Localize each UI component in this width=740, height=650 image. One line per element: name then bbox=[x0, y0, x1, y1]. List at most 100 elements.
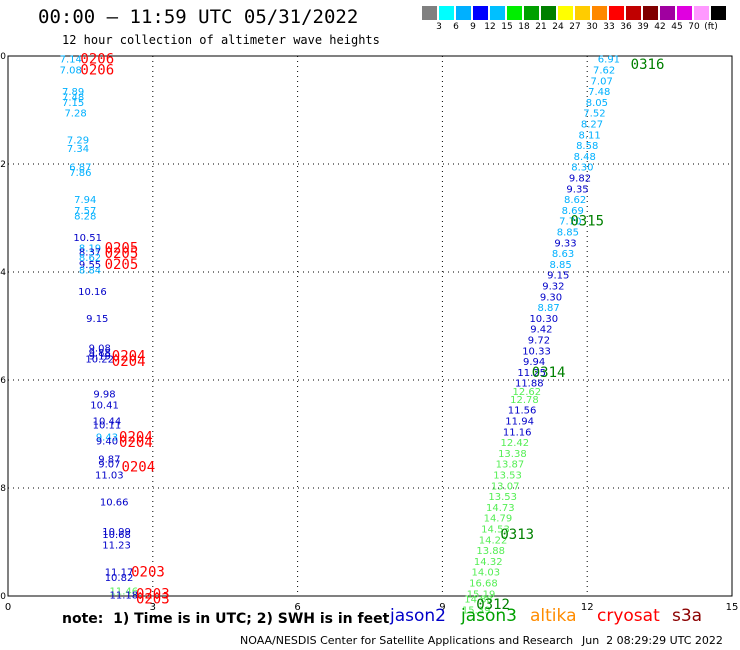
wave-height-label: 10.44 bbox=[93, 417, 122, 428]
wave-height-label: 9.40 bbox=[96, 436, 118, 447]
wave-height-label: 9.98 bbox=[93, 390, 115, 401]
color-swatch bbox=[660, 6, 675, 20]
wave-height-label: 14.79 bbox=[484, 514, 513, 525]
wave-height-label: 9.15 bbox=[86, 314, 108, 325]
wave-height-label: 8.05 bbox=[586, 98, 608, 109]
x-tick-label: 6 bbox=[294, 602, 300, 613]
color-swatch bbox=[490, 6, 505, 20]
y-tick-label: -40 bbox=[0, 592, 6, 602]
pass-time-label: 0314 bbox=[532, 365, 566, 381]
color-scale-label: (ft) bbox=[704, 22, 718, 32]
wave-height-label: 9.33 bbox=[554, 238, 576, 249]
wave-height-label: 7.15 bbox=[62, 98, 84, 109]
wave-height-label: 11.16 bbox=[503, 427, 532, 438]
pass-time-label: 0204 bbox=[119, 430, 153, 446]
pass-time-label: 0204 bbox=[112, 354, 146, 370]
wave-height-label: 9.07 bbox=[98, 460, 120, 471]
satellite-legend-item: cryosat bbox=[597, 606, 660, 626]
color-scale-label: 9 bbox=[470, 22, 476, 32]
wave-height-label: 12.62 bbox=[513, 387, 542, 398]
wave-height-label: 8.62 bbox=[564, 195, 586, 206]
color-swatch bbox=[643, 6, 658, 20]
x-tick-label: 0 bbox=[5, 602, 11, 613]
wave-height-label: 9.88 bbox=[89, 348, 111, 359]
wave-height-label: 8.37 bbox=[79, 247, 101, 258]
color-scale-label: 15 bbox=[501, 22, 513, 32]
wave-height-label: 11.17 bbox=[105, 568, 134, 579]
color-scale-label: 18 bbox=[518, 22, 530, 32]
color-swatch bbox=[677, 6, 692, 20]
pass-time-label: 0315 bbox=[570, 214, 604, 230]
color-scale-label: 21 bbox=[535, 22, 547, 32]
wave-height-label: 11.18 bbox=[110, 590, 139, 601]
wave-height-label: 7.28 bbox=[64, 109, 86, 120]
pass-time-label: 0203 bbox=[136, 592, 170, 608]
wave-height-label: 9.43 bbox=[96, 433, 118, 444]
wave-height-label: 8.85 bbox=[557, 228, 579, 239]
wave-height-label: 16.68 bbox=[469, 579, 498, 590]
wave-height-label: 14.03 bbox=[472, 568, 501, 579]
wave-height-label: 12.78 bbox=[510, 395, 539, 406]
color-swatch bbox=[592, 6, 607, 20]
wave-height-label: 10.68 bbox=[102, 530, 131, 541]
chart-subtitle: 12 hour collection of altimeter wave hei… bbox=[62, 33, 380, 47]
wave-height-label: 9.94 bbox=[523, 357, 545, 368]
wave-height-label: 7.29 bbox=[67, 136, 89, 147]
pass-time-label: 0203 bbox=[136, 586, 170, 602]
wave-height-label: 10.33 bbox=[522, 346, 551, 357]
wave-height-label: 9.82 bbox=[569, 174, 591, 185]
wave-height-label: 13.07 bbox=[491, 481, 520, 492]
wave-height-label: 9.72 bbox=[528, 336, 550, 347]
y-tick-label: -38 bbox=[0, 484, 6, 494]
wave-height-label: 10.99 bbox=[102, 527, 131, 538]
satellite-legend-item: jason2 bbox=[390, 606, 446, 626]
wave-height-label: 13.53 bbox=[488, 492, 517, 503]
wave-height-label: 7.70 bbox=[559, 217, 581, 228]
wave-height-label: 10.51 bbox=[73, 233, 102, 244]
wave-height-label: 14.53 bbox=[481, 525, 510, 536]
wave-height-label: 9.42 bbox=[530, 325, 552, 336]
wave-height-label: 8.84 bbox=[79, 265, 101, 276]
wave-height-label: 10.41 bbox=[90, 400, 119, 411]
x-tick-label: 12 bbox=[581, 602, 594, 613]
color-scale-label: 27 bbox=[569, 22, 581, 32]
wave-height-label: 15.39 bbox=[462, 606, 491, 617]
wave-height-label: 13.38 bbox=[498, 449, 527, 460]
wave-height-label: 13.53 bbox=[493, 471, 522, 482]
pass-time-label: 0313 bbox=[500, 527, 534, 543]
wave-height-label: 11.03 bbox=[95, 471, 124, 482]
wave-height-label: 9.08 bbox=[89, 344, 111, 355]
wave-height-label: 7.62 bbox=[593, 66, 615, 77]
wave-height-label: 11.94 bbox=[505, 417, 534, 428]
wave-height-label: 13.87 bbox=[496, 460, 525, 471]
wave-height-label: 9.30 bbox=[540, 292, 562, 303]
wave-height-label: 9.19 bbox=[89, 352, 111, 363]
color-scale-label: 45 bbox=[671, 22, 683, 32]
footer-timestamp: Jun 2 08:29:29 UTC 2022 bbox=[582, 634, 723, 647]
wave-height-label: 8.62 bbox=[79, 253, 101, 264]
color-swatch bbox=[558, 6, 573, 20]
y-tick-label: -34 bbox=[0, 268, 6, 278]
color-swatch bbox=[473, 6, 488, 20]
wave-height-label: 10.30 bbox=[529, 314, 558, 325]
satellite-legend-item: s3a bbox=[672, 606, 703, 626]
wave-height-label: 8.27 bbox=[581, 120, 603, 131]
pass-time-label: 0204 bbox=[121, 459, 155, 475]
color-scale-label: 39 bbox=[637, 22, 649, 32]
page-title: 00:00 – 11:59 UTC 05/31/2022 bbox=[38, 6, 359, 28]
wave-height-label: 14.73 bbox=[486, 503, 515, 514]
wave-height-label: 13.88 bbox=[476, 546, 505, 557]
y-tick-label: -32 bbox=[0, 160, 6, 170]
wave-height-label: 11.46 bbox=[110, 587, 139, 598]
y-tick-label: -36 bbox=[0, 376, 6, 386]
color-scale-label: 6 bbox=[453, 22, 459, 32]
wave-height-label: 7.94 bbox=[74, 195, 96, 206]
plot-frame bbox=[7, 55, 733, 597]
color-scale-label: 33 bbox=[603, 22, 615, 32]
wave-height-label: 9.87 bbox=[98, 454, 120, 465]
pass-time-label: 0316 bbox=[631, 57, 665, 73]
color-scale-label: 42 bbox=[654, 22, 666, 32]
color-swatch bbox=[609, 6, 624, 20]
footer-note: note: 1) Time is in UTC; 2) SWH is in fe… bbox=[62, 611, 390, 627]
color-scale-label: 3 bbox=[436, 22, 442, 32]
